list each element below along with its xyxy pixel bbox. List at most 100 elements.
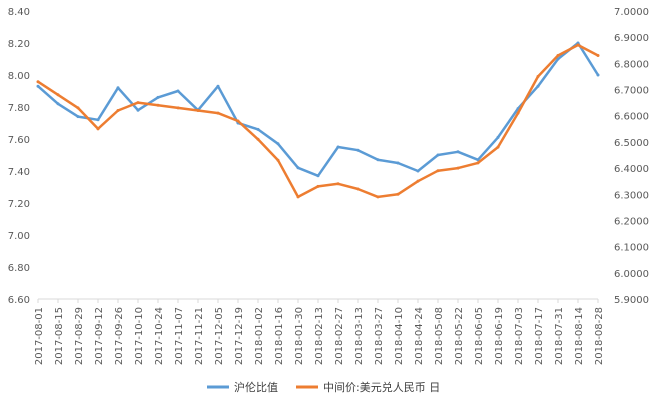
series-2-point <box>436 169 440 173</box>
series-2-point <box>456 166 460 170</box>
series-2-point <box>516 111 520 115</box>
series-1-point <box>456 150 460 154</box>
series-2-point <box>496 145 500 149</box>
right-axis-tick-label: 5.9000 <box>614 295 649 306</box>
series-2-point <box>216 111 220 115</box>
x-axis-tick-label: 2017-12-05 <box>214 307 225 365</box>
series-2-point <box>276 158 280 162</box>
series-2-point <box>56 93 60 97</box>
right-axis-tick-label: 6.3000 <box>614 190 649 201</box>
x-axis-tick-label: 2018-06-19 <box>494 307 505 365</box>
right-axis-tick-label: 6.0000 <box>614 269 649 280</box>
x-axis-tick-label: 2018-06-05 <box>474 307 485 365</box>
x-axis-tick-label: 2017-11-07 <box>174 307 185 365</box>
x-axis-tick-label: 2017-11-21 <box>194 307 205 365</box>
series-1-point <box>496 135 500 139</box>
series-2-point <box>556 54 560 58</box>
series-2-point <box>236 119 240 123</box>
series-1-point <box>536 84 540 88</box>
x-axis-tick-label: 2018-05-22 <box>454 307 465 365</box>
right-axis-tick-label: 6.5000 <box>614 138 649 149</box>
right-axis-tick-label: 6.8000 <box>614 59 649 70</box>
series-1-point <box>216 84 220 88</box>
series-1-point <box>296 166 300 170</box>
x-axis-tick-label: 2018-02-27 <box>334 307 345 365</box>
series-2-point <box>296 195 300 199</box>
series-2-point <box>596 54 600 58</box>
x-axis-tick-label: 2018-08-28 <box>594 307 605 365</box>
series-1-point <box>56 102 60 106</box>
x-axis-tick-label: 2017-12-19 <box>234 307 245 365</box>
series-2-point <box>196 108 200 112</box>
x-axis-tick-label: 2017-08-29 <box>74 307 85 365</box>
series-2-point <box>536 74 540 78</box>
series-2-point <box>416 179 420 183</box>
x-axis-tick-label: 2017-09-12 <box>94 307 105 365</box>
x-axis-tick-label: 2018-04-24 <box>414 307 425 365</box>
x-axis-tick-label: 2018-05-08 <box>434 307 445 365</box>
right-axis-tick-label: 6.1000 <box>614 243 649 254</box>
left-axis-tick-label: 6.60 <box>8 295 30 306</box>
left-axis-tick-label: 8.40 <box>8 7 30 18</box>
series-2-point <box>136 101 140 105</box>
series-1-point <box>396 161 400 165</box>
x-axis-tick-label: 2017-08-15 <box>54 307 65 365</box>
series-2-point <box>576 43 580 47</box>
left-axis-tick-label: 8.20 <box>8 39 30 50</box>
x-axis-tick-label: 2018-07-31 <box>554 307 565 365</box>
right-axis-tick-label: 6.7000 <box>614 86 649 97</box>
left-axis-tick-label: 8.00 <box>8 71 30 82</box>
series-1-point <box>596 73 600 77</box>
series-2-point <box>476 161 480 165</box>
series-1-point <box>116 86 120 90</box>
series-2-point <box>36 80 40 84</box>
x-axis-tick-label: 2017-10-10 <box>134 307 145 365</box>
series-2-point <box>156 103 160 107</box>
series-1-point <box>376 158 380 162</box>
series-2-point <box>116 108 120 112</box>
series-1-point <box>76 115 80 119</box>
series-2-point <box>316 184 320 188</box>
right-axis-tick-label: 6.4000 <box>614 164 649 175</box>
x-axis-tick-label: 2018-01-16 <box>274 307 285 365</box>
right-axis-tick-label: 6.6000 <box>614 112 649 123</box>
series-2-point <box>76 106 80 110</box>
x-axis-tick-label: 2018-07-03 <box>514 307 525 365</box>
series-1-point <box>176 89 180 93</box>
legend-label-2: 中间价:美元兑人民币 日 <box>323 380 440 394</box>
x-axis-tick-label: 2018-01-02 <box>254 307 265 365</box>
x-axis-tick-label: 2017-09-26 <box>114 307 125 365</box>
left-axis-tick-label: 6.80 <box>8 263 30 274</box>
series-2-point <box>256 137 260 141</box>
x-axis-tick-label: 2018-03-13 <box>354 307 365 365</box>
series-1-point <box>276 142 280 146</box>
series-2-point <box>96 127 100 131</box>
x-axis-tick-label: 2017-08-01 <box>34 307 45 365</box>
series-2-point <box>396 192 400 196</box>
right-axis-tick-label: 6.9000 <box>614 33 649 44</box>
right-axis-tick-label: 7.0000 <box>614 7 649 18</box>
series-1-point <box>256 127 260 131</box>
series-1-point <box>96 118 100 122</box>
series-1-point <box>136 108 140 112</box>
left-axis-tick-label: 7.20 <box>8 199 30 210</box>
series-2-point <box>336 182 340 186</box>
series-2-point <box>356 187 360 191</box>
series-1-point <box>356 148 360 152</box>
series-1-point <box>156 95 160 99</box>
x-axis-tick-label: 2018-04-10 <box>394 307 405 365</box>
x-axis-tick-label: 2018-03-27 <box>374 307 385 365</box>
series-1-point <box>556 57 560 61</box>
series-2-point <box>176 106 180 110</box>
series-1-point <box>336 145 340 149</box>
series-1-point <box>476 158 480 162</box>
series-1-point <box>436 153 440 157</box>
x-axis-tick-label: 2018-02-13 <box>314 307 325 365</box>
x-axis-tick-label: 2018-08-14 <box>574 307 585 365</box>
left-axis-tick-label: 7.80 <box>8 103 30 114</box>
x-axis-tick-label: 2018-07-17 <box>534 307 545 365</box>
right-axis-tick-label: 6.2000 <box>614 216 649 227</box>
x-axis-tick-label: 2018-01-30 <box>294 307 305 365</box>
left-axis-tick-label: 7.40 <box>8 167 30 178</box>
